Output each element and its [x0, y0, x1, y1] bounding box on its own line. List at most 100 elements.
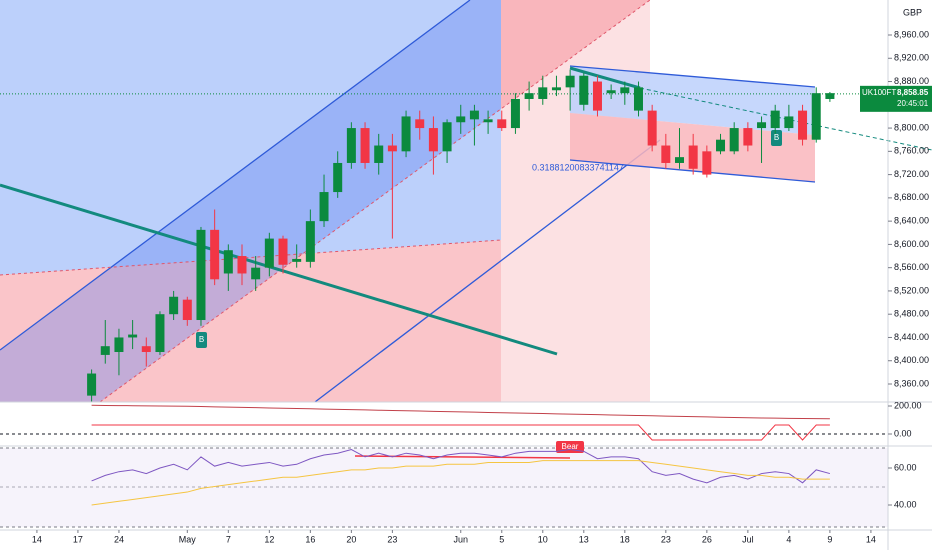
candle-body	[675, 157, 685, 163]
y-tick-label: 8,600.00	[894, 239, 929, 249]
candle-body	[688, 145, 698, 169]
candle-body	[811, 93, 821, 140]
candle-body	[251, 267, 261, 280]
candle-body	[442, 122, 452, 152]
candle-body	[757, 122, 767, 129]
candle-body	[223, 250, 233, 274]
candle-body	[729, 128, 739, 152]
candle-body	[524, 93, 534, 99]
candle-body	[305, 221, 315, 262]
y-tick-label: 8,800.00	[894, 122, 929, 132]
candle-body	[497, 119, 507, 129]
zone-blue	[0, 0, 501, 275]
channel-value: 0.31881200833741147	[532, 162, 624, 172]
x-tick-label: 10	[538, 534, 548, 544]
candle-body	[333, 162, 343, 193]
candle-body	[87, 373, 97, 396]
candle-body	[633, 87, 643, 111]
x-tick-label: 4	[786, 534, 791, 544]
x-tick-label: 12	[264, 534, 274, 544]
symbol-box	[860, 85, 932, 112]
signal-label: Bear	[562, 442, 579, 451]
countdown: 20:45:01	[897, 99, 929, 108]
y-tick-label: 8,920.00	[894, 53, 929, 63]
x-tick-label: 14	[32, 534, 42, 544]
candle-body	[196, 229, 206, 321]
currency: GBP	[903, 7, 922, 17]
x-tick-label: Jul	[742, 534, 754, 544]
candle-body	[538, 87, 548, 99]
y-tick-label: 8,680.00	[894, 192, 929, 202]
candle-body	[114, 337, 124, 353]
candle-body	[319, 192, 329, 222]
channel-line	[314, 139, 661, 403]
y-tick-label: 60.00	[894, 462, 917, 472]
indicator-line	[91, 460, 830, 506]
indicator-line	[91, 448, 831, 484]
y-tick-label: 8,720.00	[894, 169, 929, 179]
candle-body	[387, 145, 397, 152]
candle-body	[428, 128, 438, 152]
candle-body	[141, 346, 151, 353]
candle-body	[579, 75, 589, 105]
last-price-label: 8,858.85	[897, 88, 929, 97]
x-tick-label: 14	[866, 534, 876, 544]
candle-body	[128, 334, 138, 338]
candle-body	[620, 87, 630, 94]
candle-body	[292, 258, 302, 262]
y-tick-label: 8,360.00	[894, 378, 929, 388]
channel-fill	[0, 0, 501, 402]
candle-body	[743, 128, 753, 146]
trend-line	[0, 183, 558, 356]
x-tick-label: 23	[661, 534, 671, 544]
candle-body	[784, 116, 794, 129]
y-tick-label: 8,640.00	[894, 216, 929, 226]
desc-blue	[570, 66, 815, 135]
candle-body	[565, 75, 575, 88]
candle-body	[825, 93, 835, 99]
candle-body	[374, 145, 384, 163]
x-tick-label: 13	[579, 534, 589, 544]
candle-body	[346, 128, 356, 163]
candle-body	[770, 110, 780, 129]
candle-body	[169, 296, 179, 315]
candle-body	[647, 110, 657, 146]
buy-box	[196, 332, 207, 348]
candle-body	[100, 346, 110, 355]
candle-body	[278, 238, 288, 265]
x-tick-label: 24	[114, 534, 124, 544]
candle-body	[798, 110, 808, 140]
indicator-line	[91, 424, 830, 441]
x-tick-label: May	[179, 534, 197, 544]
candle-body	[661, 145, 671, 163]
candle-body	[551, 87, 561, 91]
candle-body	[182, 299, 192, 321]
symbol-label: UK100FT	[862, 88, 896, 97]
desc-line	[569, 65, 816, 88]
candle-body	[415, 119, 425, 129]
y-tick-label: 0.00	[894, 428, 912, 438]
candle-body	[155, 314, 165, 353]
channel-line	[0, 0, 471, 351]
x-tick-label: 5	[499, 534, 504, 544]
candle-body	[592, 81, 602, 111]
x-tick-label: 23	[387, 534, 397, 544]
candle-body	[237, 256, 247, 274]
candle-body	[401, 116, 411, 152]
desc-line	[569, 159, 816, 183]
buy-label: B	[774, 133, 779, 142]
x-tick-label: 7	[226, 534, 231, 544]
x-tick-label: 17	[73, 534, 83, 544]
candle-body	[210, 229, 220, 280]
candle-body	[702, 151, 712, 175]
candle-body	[510, 98, 520, 129]
candle-body	[456, 116, 466, 123]
x-tick-label: 18	[620, 534, 630, 544]
x-tick-label: 26	[702, 534, 712, 544]
trend-line	[569, 66, 641, 90]
y-tick-label: 8,880.00	[894, 76, 929, 86]
y-tick-label: 8,960.00	[894, 29, 929, 39]
y-tick-label: 8,440.00	[894, 332, 929, 342]
